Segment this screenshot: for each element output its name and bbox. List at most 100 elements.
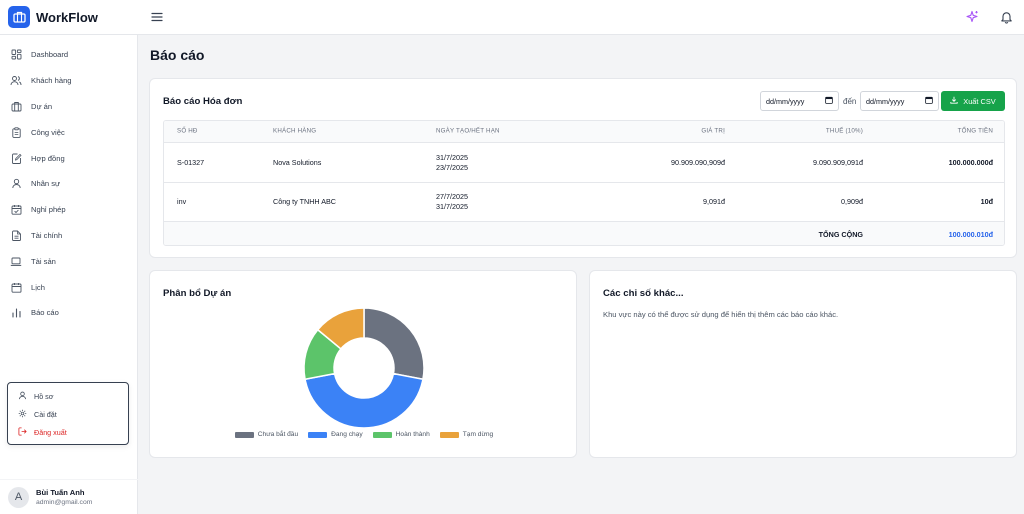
- menu-item-label: Cài đặt: [34, 409, 57, 419]
- customer-name: Công ty TNHH ABC: [273, 196, 336, 206]
- sidebar-item-assets[interactable]: Tài sản: [0, 248, 137, 274]
- col-header-number: SỐ HĐ: [177, 127, 198, 135]
- sidebar-item-label: Nghỉ phép: [31, 205, 66, 215]
- table-row[interactable]: S-01327 Nova Solutions 31/7/2025 23/7/20…: [164, 143, 1004, 183]
- invoice-table: SỐ HĐ KHÁCH HÀNG NGÀY TẠO/HẾT HẠN GIÁ TR…: [163, 120, 1005, 246]
- other-metrics-card: Các chỉ số khác... Khu vực này có thể đư…: [589, 270, 1017, 458]
- legend-item[interactable]: Đang chạy: [308, 431, 363, 438]
- calendar-check-icon: [10, 204, 22, 216]
- menu-item-profile[interactable]: Hồ sơ: [8, 387, 128, 405]
- sidebar-item-label: Dashboard: [31, 50, 69, 60]
- invoice-report-title: Báo cáo Hóa đơn: [163, 96, 243, 107]
- invoice-total: 100.000.000đ: [948, 157, 993, 167]
- invoice-value: 90.909.090,909đ: [671, 157, 725, 167]
- bar-chart-icon: [10, 307, 22, 319]
- table-row[interactable]: inv Công ty TNHH ABC 27/7/2025 31/7/2025…: [164, 183, 1004, 222]
- chart-title: Phân bổ Dự án: [163, 288, 232, 299]
- sidebar-item-projects[interactable]: Dự án: [0, 94, 137, 120]
- invoice-number: S-01327: [177, 157, 205, 167]
- project-distribution-card: Phân bổ Dự án Chưa bắt đầu Đang chạy Hoàn …: [149, 270, 577, 458]
- sidebar-item-customers[interactable]: Khách hàng: [0, 68, 137, 94]
- user-name: Bùi Tuấn Anh: [36, 488, 85, 497]
- sidebar-item-label: Dự án: [31, 101, 53, 111]
- legend-label: Tạm dừng: [462, 431, 494, 438]
- date-range-separator: đến: [843, 97, 857, 106]
- sidebar-item-label: Tài sản: [31, 256, 56, 266]
- total-label: TỔNG CỘNG: [818, 229, 863, 239]
- legend-swatch: [372, 431, 392, 438]
- date-from-value: dd/mm/yyyy: [766, 96, 805, 106]
- export-csv-label: Xuất CSV: [963, 96, 996, 106]
- created-date: 27/7/2025: [436, 191, 468, 201]
- user-dropdown-menu: Hồ sơ Cài đặt Đăng xuất: [7, 382, 129, 445]
- donut-slice-1[interactable]: [363, 307, 425, 381]
- briefcase-icon: [10, 100, 22, 112]
- invoice-value: 9,091đ: [703, 196, 725, 206]
- menu-item-settings[interactable]: Cài đặt: [8, 405, 128, 423]
- menu-item-label: Đăng xuất: [34, 427, 67, 437]
- contract-icon: [10, 152, 22, 164]
- logout-icon: [18, 426, 27, 438]
- col-header-customer: KHÁCH HÀNG: [273, 127, 317, 135]
- legend-item[interactable]: Chưa bắt đầu: [234, 431, 299, 438]
- invoice-total: 10đ: [980, 196, 993, 206]
- sidebar-item-contracts[interactable]: Hợp đồng: [0, 145, 137, 171]
- sidebar-item-hr[interactable]: Nhân sự: [0, 171, 137, 197]
- calendar-icon: [925, 96, 933, 106]
- sidebar-item-label: Báo cáo: [31, 308, 59, 318]
- user-icon: [10, 178, 22, 190]
- date-to-value: dd/mm/yyyy: [866, 96, 905, 106]
- sidebar-item-tasks[interactable]: Công việc: [0, 119, 137, 145]
- col-header-value: GIÁ TRỊ: [701, 127, 725, 135]
- user-profile[interactable]: A Bùi Tuấn Anh admin@gmail.com: [0, 479, 138, 514]
- legend-label: Chưa bắt đầu: [257, 431, 299, 438]
- briefcase-logo-icon: [8, 6, 30, 28]
- date-to-input[interactable]: dd/mm/yyyy: [860, 91, 939, 111]
- legend-label: Hoàn thành: [395, 431, 430, 438]
- export-csv-button[interactable]: Xuất CSV: [941, 91, 1005, 111]
- invoice-number: inv: [177, 196, 187, 206]
- legend-item[interactable]: Hoàn thành: [372, 431, 430, 438]
- avatar: A: [8, 486, 29, 508]
- due-date: 23/7/2025: [436, 162, 468, 172]
- other-metrics-text: Khu vực này có thể được sử dụng để hiển …: [603, 310, 839, 319]
- app-name: WorkFlow: [36, 9, 98, 25]
- donut-slice-4[interactable]: [316, 307, 365, 350]
- sidebar-item-label: Công việc: [31, 127, 65, 137]
- clipboard-icon: [10, 126, 22, 138]
- sidebar-item-dashboard[interactable]: Dashboard: [0, 42, 137, 68]
- calendar-icon: [10, 281, 22, 293]
- legend-swatch: [439, 431, 459, 438]
- donut-slice-2[interactable]: [304, 372, 424, 429]
- calendar-icon: [825, 96, 833, 106]
- menu-toggle-icon[interactable]: [150, 10, 164, 24]
- chart-legend: Chưa bắt đầu Đang chạy Hoàn thành Tạm dừng: [150, 431, 578, 438]
- invoice-tax: 0,909đ: [841, 196, 863, 206]
- bell-icon[interactable]: [998, 9, 1014, 25]
- menu-item-logout[interactable]: Đăng xuất: [8, 423, 128, 441]
- due-date: 31/7/2025: [436, 202, 468, 211]
- legend-swatch: [308, 431, 328, 438]
- sidebar-item-reports[interactable]: Báo cáo: [0, 300, 137, 326]
- sidebar-item-leave[interactable]: Nghỉ phép: [0, 197, 137, 223]
- other-metrics-title: Các chỉ số khác...: [603, 288, 684, 299]
- sidebar-item-label: Khách hàng: [31, 76, 72, 86]
- document-icon: [10, 229, 22, 241]
- user-icon: [18, 391, 27, 402]
- gear-icon: [18, 409, 27, 420]
- sparkles-icon[interactable]: [964, 9, 980, 25]
- sidebar-item-finance[interactable]: Tài chính: [0, 223, 137, 249]
- legend-item[interactable]: Tạm dừng: [439, 431, 494, 438]
- col-header-tax: THUẾ (10%): [825, 127, 863, 135]
- page-title: Báo cáo: [150, 47, 205, 63]
- dashboard-icon: [10, 49, 22, 61]
- invoice-dates: 27/7/2025 31/7/2025: [436, 192, 468, 212]
- date-from-input[interactable]: dd/mm/yyyy: [760, 91, 839, 111]
- download-icon: [950, 96, 958, 106]
- col-header-total: TỔNG TIỀN: [957, 127, 993, 135]
- top-bar: WorkFlow: [0, 0, 1024, 35]
- laptop-icon: [10, 255, 22, 267]
- users-icon: [10, 75, 22, 87]
- sidebar-nav: Dashboard Khách hàng Dự án Công việc Hợp…: [0, 35, 137, 326]
- sidebar-item-calendar[interactable]: Lịch: [0, 274, 137, 300]
